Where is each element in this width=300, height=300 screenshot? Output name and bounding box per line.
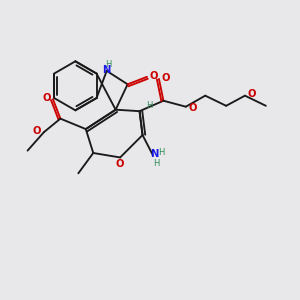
Text: O: O bbox=[161, 73, 170, 83]
Text: H: H bbox=[158, 148, 164, 158]
Text: O: O bbox=[115, 159, 124, 169]
Text: H: H bbox=[153, 159, 160, 168]
Text: O: O bbox=[149, 71, 158, 81]
Text: O: O bbox=[189, 103, 197, 113]
Text: O: O bbox=[247, 89, 256, 100]
Text: N: N bbox=[102, 65, 110, 75]
Text: O: O bbox=[42, 93, 51, 103]
Text: H: H bbox=[146, 101, 152, 110]
Text: O: O bbox=[33, 127, 41, 136]
Text: N: N bbox=[150, 149, 158, 159]
Text: H: H bbox=[105, 60, 111, 69]
